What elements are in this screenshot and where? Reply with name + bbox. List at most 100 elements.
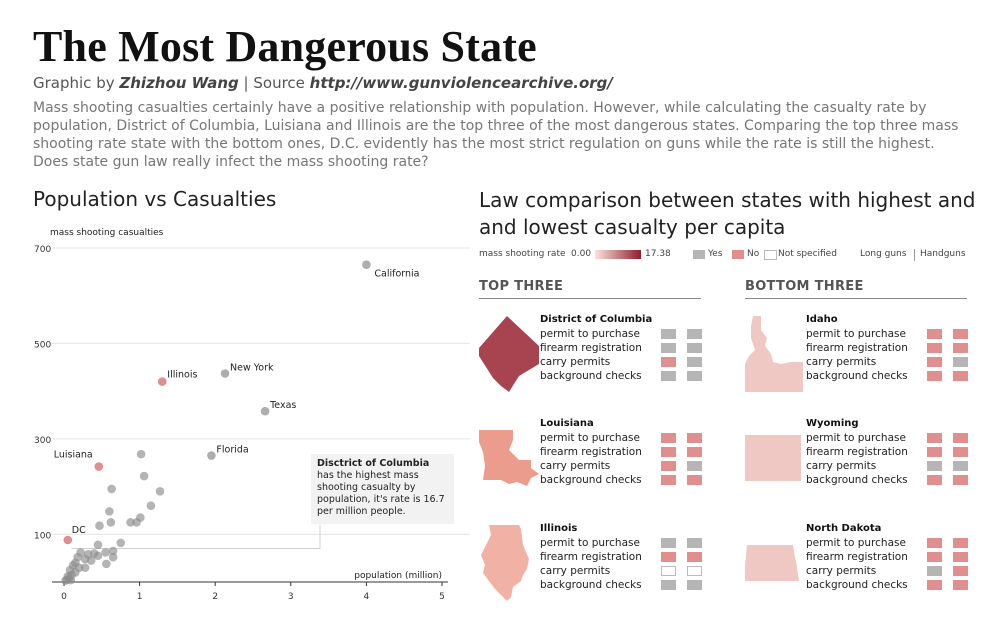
scatter-point <box>108 546 118 556</box>
handguns-status-box <box>953 566 968 576</box>
legend-yes-label: Yes <box>708 249 723 259</box>
state-name: Idaho <box>806 314 838 325</box>
y-tick-label: 300 <box>34 436 51 446</box>
scatter-chart: 100 300 500 700 0 1 2 3 4 5 mass shooting casualti… <box>34 228 470 602</box>
law-legend: mass shooting rate 0.00 17.38 Yes No Not… <box>479 249 969 263</box>
handguns-status-box <box>687 552 702 562</box>
x-tick-label: 5 <box>439 592 445 602</box>
source-prefix: | Source <box>243 74 305 92</box>
law-row-label: permit to purchase <box>540 432 640 444</box>
legend-rate-max: 17.38 <box>645 249 671 259</box>
state-shape <box>479 316 539 392</box>
scatter-point-labeled <box>362 260 371 269</box>
scatter-point <box>116 538 125 548</box>
handguns-status-box <box>953 447 968 457</box>
scatter-section-title: Population vs Casualties <box>33 187 277 211</box>
law-row-label: background checks <box>540 370 642 382</box>
legend-divider <box>914 249 915 261</box>
x-tick-label: 4 <box>364 592 370 602</box>
long-guns-status-box <box>661 475 676 485</box>
scatter-point <box>136 513 145 522</box>
state-map-dc <box>479 316 539 392</box>
handguns-status-box <box>953 580 968 590</box>
law-row-label: carry permits <box>540 356 611 368</box>
handguns-status-box <box>953 433 968 443</box>
state-shape <box>481 525 529 601</box>
scatter-point <box>136 449 146 459</box>
state-name: Illinois <box>540 523 578 534</box>
handguns-status-box <box>687 580 702 590</box>
state-name: District of Columbia <box>540 314 653 325</box>
law-row-label: background checks <box>540 474 642 486</box>
x-tick-label: 0 <box>61 592 67 602</box>
state-map-wy <box>745 435 801 481</box>
source-link[interactable]: http://www.gunviolencearchive.org/ <box>309 74 613 92</box>
point-label: Texas <box>269 400 296 411</box>
state-shape <box>479 430 539 486</box>
state-panel-dc: District of Columbia permit to purchase fi… <box>479 314 702 404</box>
handguns-status-box <box>687 566 702 576</box>
point-label: Luisiana <box>54 450 93 461</box>
law-row-label: firearm registration <box>540 342 642 354</box>
x-tick-label: 2 <box>212 592 218 602</box>
scatter-point-labeled <box>260 406 270 416</box>
long-guns-status-box <box>927 357 942 367</box>
legend-yes-swatch <box>693 250 705 259</box>
x-tick-label: 3 <box>288 592 294 602</box>
state-name: Wyoming <box>806 418 859 429</box>
author-name: Zhizhou Wang <box>119 74 239 92</box>
long-guns-status-box <box>927 461 942 471</box>
intro-paragraph: Mass shooting casualties certainly have … <box>33 100 959 170</box>
handguns-status-box <box>953 357 968 367</box>
handguns-status-box <box>953 343 968 353</box>
handguns-status-box <box>687 447 702 457</box>
state-shape <box>745 545 799 581</box>
state-map-id <box>745 316 803 392</box>
handguns-status-box <box>687 538 702 548</box>
handguns-status-box <box>953 461 968 471</box>
law-row-label: carry permits <box>540 565 611 577</box>
legend-not-specified-swatch <box>764 250 777 260</box>
long-guns-status-box <box>661 447 676 457</box>
long-guns-status-box <box>927 475 942 485</box>
scatter-point <box>80 563 90 572</box>
handguns-status-box <box>953 371 968 381</box>
long-guns-status-box <box>927 433 942 443</box>
state-name: Louisiana <box>540 418 594 429</box>
bottom-three-header: BOTTOM THREE <box>745 279 864 294</box>
state-panel-wy: Wyoming permit to purchase firearm registr… <box>745 418 968 508</box>
handguns-status-box <box>687 343 702 353</box>
long-guns-status-box <box>927 552 942 562</box>
law-row-label: background checks <box>806 370 908 382</box>
scatter-point-labeled <box>220 369 230 378</box>
handguns-status-box <box>687 461 702 471</box>
state-map-la <box>479 430 539 486</box>
bottom-three-rule <box>745 298 967 299</box>
handguns-status-box <box>953 538 968 548</box>
long-guns-status-box <box>661 552 676 562</box>
law-row-label: carry permits <box>806 460 877 472</box>
y-tick-label: 100 <box>34 531 51 541</box>
law-row-label: permit to purchase <box>806 537 906 549</box>
long-guns-status-box <box>927 538 942 548</box>
point-label: Florida <box>216 445 248 456</box>
scatter-point <box>102 559 111 569</box>
law-row-label: carry permits <box>806 565 877 577</box>
scatter-point-labeled <box>94 462 104 471</box>
law-row-label: firearm registration <box>806 342 908 354</box>
callout-title: Disctrict of Columbia <box>317 458 430 469</box>
y-tick-label: 500 <box>34 340 51 350</box>
scatter-point <box>106 518 116 527</box>
long-guns-status-box <box>661 357 676 367</box>
callout-text: has the highest mass shooting casualty b… <box>317 470 445 517</box>
legend-not-specified-label: Not specified <box>778 249 837 259</box>
scatter-point <box>139 471 149 481</box>
state-shape <box>745 316 803 392</box>
scatter-point-labeled <box>157 377 167 386</box>
callout-leader <box>71 524 321 549</box>
scatter-point <box>107 484 116 494</box>
handguns-status-box <box>687 357 702 367</box>
legend-no-swatch <box>732 250 744 259</box>
scatter-point <box>126 518 135 527</box>
handguns-status-box <box>953 475 968 485</box>
